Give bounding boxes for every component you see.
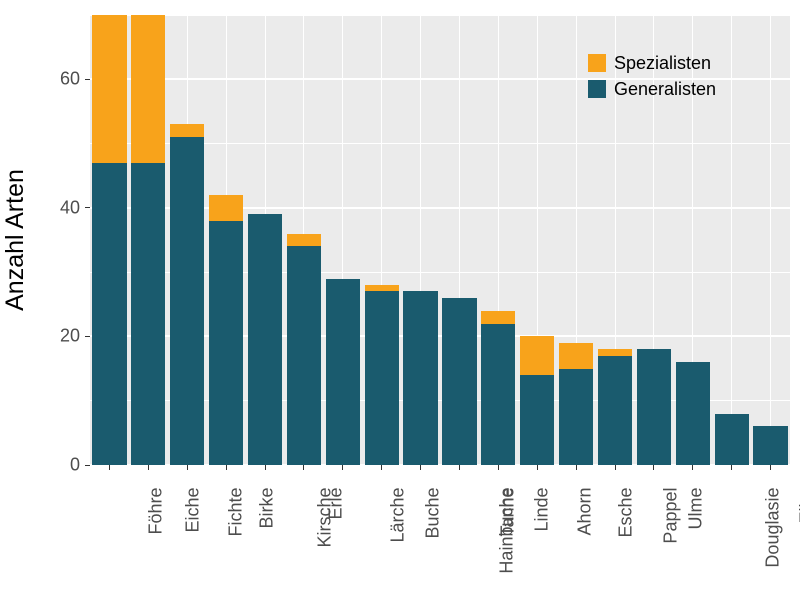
y-tick-mark [85, 207, 90, 208]
x-tick-mark [265, 465, 266, 470]
bar-generalisten [170, 137, 204, 465]
x-tick-label: Birke [257, 488, 278, 529]
bar-spezialisten [520, 336, 554, 375]
x-tick-label: Douglasie [762, 488, 783, 568]
bar-spezialisten [131, 15, 165, 163]
bar-generalisten [559, 369, 593, 465]
bar-generalisten [637, 349, 671, 465]
bar-generalisten [326, 279, 360, 465]
legend-item-generalisten: Generalisten [588, 76, 716, 102]
x-tick-mark [576, 465, 577, 470]
bar-spezialisten [287, 234, 321, 247]
bar-spezialisten [598, 349, 632, 355]
gridline [770, 15, 771, 465]
x-tick-mark [342, 465, 343, 470]
x-tick-label: Esche [616, 488, 637, 538]
x-tick-mark [109, 465, 110, 470]
bar-spezialisten [365, 285, 399, 291]
x-tick-mark [770, 465, 771, 470]
x-tick-mark [187, 465, 188, 470]
legend-item-spezialisten: Spezialisten [588, 50, 716, 76]
x-tick-mark [381, 465, 382, 470]
legend-label: Generalisten [614, 79, 716, 100]
x-tick-label: Föhre [146, 488, 167, 535]
bar-generalisten [365, 291, 399, 465]
bar-spezialisten [481, 311, 515, 324]
x-tick-mark [420, 465, 421, 470]
x-tick-mark [498, 465, 499, 470]
x-tick-label: Tanne [498, 488, 519, 537]
x-tick-label: Ahorn [575, 488, 596, 536]
legend-swatch [588, 54, 606, 72]
x-tick-label: Erle [325, 488, 346, 520]
x-tick-mark [615, 465, 616, 470]
x-tick-mark [148, 465, 149, 470]
legend-swatch [588, 80, 606, 98]
bar-spezialisten [559, 343, 593, 369]
x-tick-label: Buche [422, 488, 443, 539]
bar-spezialisten [92, 15, 126, 163]
gridline [731, 15, 732, 465]
x-tick-mark [653, 465, 654, 470]
bar-generalisten [598, 356, 632, 465]
y-tick-label: 60 [0, 69, 80, 90]
bar-generalisten [442, 298, 476, 465]
bar-generalisten [287, 246, 321, 465]
x-tick-mark [226, 465, 227, 470]
x-tick-mark [459, 465, 460, 470]
y-tick-label: 20 [0, 326, 80, 347]
bar-generalisten [403, 291, 437, 465]
y-tick-mark [85, 79, 90, 80]
bar-generalisten [248, 214, 282, 465]
bar-generalisten [481, 324, 515, 465]
x-tick-label: Linde [532, 488, 553, 532]
y-tick-mark [85, 336, 90, 337]
x-tick-label: Eiche [183, 488, 204, 533]
legend-label: Spezialisten [614, 53, 711, 74]
x-tick-label: Eibe [796, 488, 800, 524]
bar-generalisten [676, 362, 710, 465]
bar-generalisten [715, 414, 749, 465]
x-tick-label: Ulme [685, 488, 706, 530]
x-tick-mark [537, 465, 538, 470]
y-tick-label: 0 [0, 455, 80, 476]
bar-generalisten [209, 221, 243, 465]
x-tick-label: Lärche [387, 488, 408, 543]
gridline [90, 15, 790, 16]
species-chart: 0204060 FöhreEicheFichteBirkeKirscheErle… [0, 0, 800, 616]
x-tick-mark [731, 465, 732, 470]
legend: Spezialisten Generalisten [588, 50, 716, 102]
x-tick-label: Pappel [661, 488, 682, 544]
bar-generalisten [753, 426, 787, 465]
bar-spezialisten [209, 195, 243, 221]
x-tick-mark [692, 465, 693, 470]
y-tick-mark [85, 465, 90, 466]
bar-generalisten [520, 375, 554, 465]
x-tick-label: Fichte [226, 488, 247, 537]
bar-generalisten [131, 163, 165, 465]
x-tick-mark [303, 465, 304, 470]
bar-generalisten [92, 163, 126, 465]
bar-spezialisten [170, 124, 204, 137]
y-axis-title: Anzahl Arten [1, 169, 30, 311]
